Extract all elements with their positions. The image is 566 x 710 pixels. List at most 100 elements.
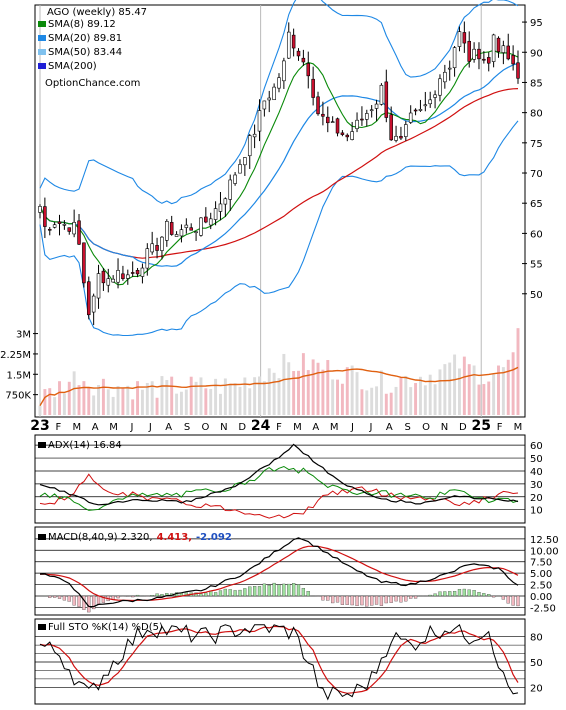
x-tick-label: M [330,422,339,433]
volume-bar [48,388,51,415]
candle-body [160,237,163,250]
volume-bar [282,354,285,415]
volume-bar [141,390,144,415]
macd-histogram-bar [58,596,61,599]
macd-histogram-bar [326,596,329,600]
macd-histogram-bar [507,596,510,603]
candle-body [126,275,129,279]
candle-body [136,270,139,274]
macd-histogram-bar [463,589,466,596]
volume-bar [234,383,237,415]
price-tick-label: 75 [530,139,543,150]
volume-bar [112,397,115,415]
candle-body [151,244,154,252]
macd-histogram-bar [438,592,441,596]
volume-bar [307,370,310,415]
macd-histogram-bar [53,596,56,598]
macd-histogram-bar [282,584,285,596]
candle-body [365,113,368,119]
volume-bar [239,387,242,415]
macd-histogram-bar [219,591,222,596]
volume-tick-label: 750K [5,391,31,402]
candle-body [375,104,378,108]
macd-histogram-bar [151,595,154,596]
candle-body [385,82,388,118]
candle-body [282,61,285,81]
macd-tick-label: 5.00 [530,569,552,580]
volume-bar [438,369,441,415]
macd-histogram-bar [224,589,227,596]
volume-bar [478,385,481,415]
volume-bar [370,388,373,415]
x-tick-label: S [184,422,190,433]
volume-bar [482,384,485,415]
volume-bar [248,388,251,415]
adx-label: ADX(14) 16.84 [48,440,122,451]
candle-body [146,249,149,268]
macd-histogram-bar [502,596,505,599]
volume-bar [214,379,217,415]
x-tick-label: A [165,422,172,433]
candle-body [229,180,232,199]
x-tick-label: A [312,422,319,433]
macd-label-main: MACD(8,40,9) 2.320, [48,532,153,543]
volume-bar [312,359,315,415]
grid-lines [40,5,481,417]
x-tick-label: A [386,422,393,433]
candle-body [404,125,407,137]
candle-body [317,97,320,114]
price-tick-label: 50 [530,290,543,301]
price-tick-label: 65 [530,199,543,210]
macd-histogram-bar [239,590,242,596]
candle-body [170,222,173,234]
macd-histogram-bar [117,596,120,598]
candle-body [312,79,315,97]
legend-sma50: SMA(50) 83.44 [48,47,122,58]
candle-body [278,78,281,88]
volume-bar [185,390,188,415]
macd-tick-label: 0.00 [530,592,552,603]
candle-body [107,279,110,285]
candle-body [341,133,344,135]
sto-tick-label: 80 [530,633,543,644]
adx-di-plus [40,467,518,511]
x-tick-label: M [72,422,81,433]
candle-body [453,48,456,68]
candle-body [336,119,339,133]
macd-histogram-bar [131,596,134,597]
candle-body [180,230,183,236]
x-tick-label: N [441,422,448,433]
macd-histogram-bar [307,591,310,596]
macd-histogram-bar [492,596,495,597]
volume-bar [341,384,344,415]
adx-legend-swatch [38,442,46,448]
volume-bar [121,388,124,415]
legend-sma8: SMA(8) 89.12 [48,19,116,30]
candle-body [63,224,66,225]
candle-body [497,38,500,51]
candle-body [419,109,422,110]
volume-bar [160,376,163,415]
volume-bar [268,368,271,415]
x-tick-label: D [238,422,246,433]
candle-body [414,110,417,111]
x-tick-label: F [276,422,282,433]
candle-body [273,87,276,100]
volume-bar [434,384,437,415]
volume-bar [73,371,76,415]
volume-bar [146,383,149,415]
candle-body [263,101,266,109]
candle-body [448,68,451,69]
volume-bar [287,362,290,415]
candle-body [507,46,510,59]
candle-body [292,35,295,48]
volume-bar [170,377,173,415]
candle-body [141,268,144,276]
macd-histogram-bar [68,596,71,601]
candle-body [370,110,373,111]
ticker-title: AGO (weekly) 85.47 [47,7,147,18]
macd-histogram-bar [258,586,261,596]
macd-label-v1: 4.413, [157,532,192,543]
